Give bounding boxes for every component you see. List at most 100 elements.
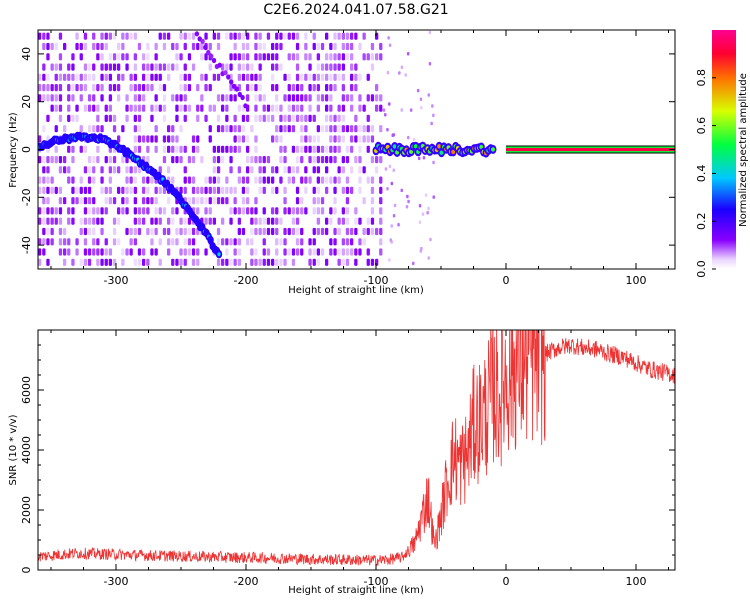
noise-cell bbox=[183, 217, 187, 225]
noise-cell bbox=[108, 84, 112, 92]
noise-cell bbox=[427, 93, 430, 97]
noise-cell bbox=[216, 94, 221, 102]
noise-cell bbox=[304, 145, 308, 153]
noise-cell bbox=[50, 217, 54, 225]
noise-cell bbox=[183, 73, 187, 81]
noise-cell bbox=[83, 186, 88, 194]
noise-cell bbox=[112, 63, 117, 71]
noise-cell bbox=[216, 176, 221, 184]
noise-cell bbox=[71, 84, 75, 92]
noise-cell bbox=[358, 156, 362, 164]
noise-cell bbox=[133, 217, 137, 225]
noise-cell bbox=[370, 197, 375, 205]
noise-cell bbox=[38, 32, 42, 40]
noise-cell bbox=[96, 84, 100, 92]
noise-cell bbox=[325, 32, 329, 40]
noise-cell bbox=[163, 22, 166, 29]
noise-cell bbox=[191, 186, 196, 194]
noise-cell bbox=[133, 186, 137, 194]
noise-cell bbox=[304, 32, 308, 40]
noise-cell bbox=[87, 156, 92, 164]
noise-cell bbox=[366, 125, 370, 133]
noise-cell bbox=[279, 22, 282, 29]
noise-cell bbox=[225, 145, 229, 153]
noise-cell bbox=[196, 145, 200, 153]
noise-cell bbox=[333, 22, 336, 29]
noise-cell bbox=[390, 181, 394, 186]
noise-cell bbox=[292, 22, 295, 29]
noise-cell bbox=[191, 227, 196, 236]
noise-cell bbox=[341, 73, 345, 81]
noise-cell bbox=[50, 227, 54, 236]
noise-cell bbox=[283, 73, 287, 81]
noise-cell bbox=[333, 156, 337, 164]
noise-cell bbox=[316, 227, 320, 236]
noise-cell bbox=[333, 135, 337, 143]
noise-cell bbox=[262, 207, 266, 215]
noise-cell bbox=[325, 114, 329, 122]
noise-cell bbox=[137, 114, 142, 122]
noise-cell bbox=[216, 258, 221, 266]
noise-cell bbox=[237, 125, 241, 133]
y-tick-label: 2000 bbox=[20, 496, 33, 524]
noise-cell bbox=[221, 217, 225, 225]
noise-cell bbox=[271, 63, 275, 71]
noise-cell bbox=[246, 53, 250, 61]
noise-cell bbox=[179, 145, 183, 153]
noise-cell bbox=[325, 145, 329, 153]
noise-cell bbox=[427, 206, 430, 211]
noise-cell bbox=[179, 104, 183, 112]
noise-cell bbox=[325, 104, 329, 112]
noise-cell bbox=[104, 207, 108, 215]
noise-cell bbox=[329, 114, 333, 122]
noise-cell bbox=[312, 238, 316, 246]
noise-cell bbox=[121, 197, 125, 205]
noise-cell bbox=[308, 53, 312, 61]
noise-cell bbox=[341, 248, 345, 256]
noise-cell bbox=[129, 248, 133, 256]
noise-cell bbox=[379, 197, 383, 205]
noise-cell bbox=[275, 166, 279, 174]
noise-cell bbox=[79, 42, 83, 51]
noise-cell bbox=[50, 63, 54, 71]
noise-cell bbox=[208, 217, 212, 225]
noise-cell bbox=[129, 186, 133, 194]
noise-cell bbox=[237, 227, 241, 236]
noise-cell bbox=[137, 42, 142, 51]
noise-cell bbox=[221, 258, 225, 266]
noise-cell bbox=[258, 42, 262, 51]
noise-cell bbox=[254, 207, 258, 215]
noise-cell bbox=[83, 104, 88, 112]
colorbar-tick-label: 0.4 bbox=[695, 165, 708, 183]
noise-cell bbox=[100, 176, 104, 184]
noise-cell bbox=[312, 84, 316, 92]
noise-cell bbox=[241, 176, 246, 184]
noise-cell bbox=[208, 63, 212, 71]
noise-cell bbox=[104, 32, 108, 40]
noise-cell bbox=[183, 258, 187, 266]
noise-cell bbox=[162, 207, 167, 215]
noise-cell bbox=[108, 248, 112, 256]
noise-cell bbox=[283, 145, 287, 153]
noise-cell bbox=[341, 135, 345, 143]
noise-cell bbox=[291, 217, 296, 225]
noise-cell bbox=[96, 114, 100, 122]
noise-cell bbox=[46, 114, 50, 122]
noise-cell bbox=[46, 42, 50, 51]
noise-cell bbox=[142, 258, 146, 266]
noise-cell bbox=[312, 145, 316, 153]
noise-cell bbox=[167, 197, 171, 205]
noise-cell bbox=[308, 104, 312, 112]
noise-cell bbox=[283, 166, 287, 174]
noise-cell bbox=[246, 94, 250, 102]
noise-cell bbox=[407, 199, 410, 204]
noise-cell bbox=[183, 114, 187, 122]
noise-cell bbox=[100, 42, 104, 51]
noise-cell bbox=[79, 217, 83, 225]
noise-cell bbox=[108, 114, 112, 122]
noise-cell bbox=[58, 248, 63, 256]
noise-cell bbox=[71, 73, 75, 81]
noise-cell bbox=[393, 203, 397, 208]
noise-cell bbox=[137, 125, 142, 133]
noise-cell bbox=[316, 84, 320, 92]
